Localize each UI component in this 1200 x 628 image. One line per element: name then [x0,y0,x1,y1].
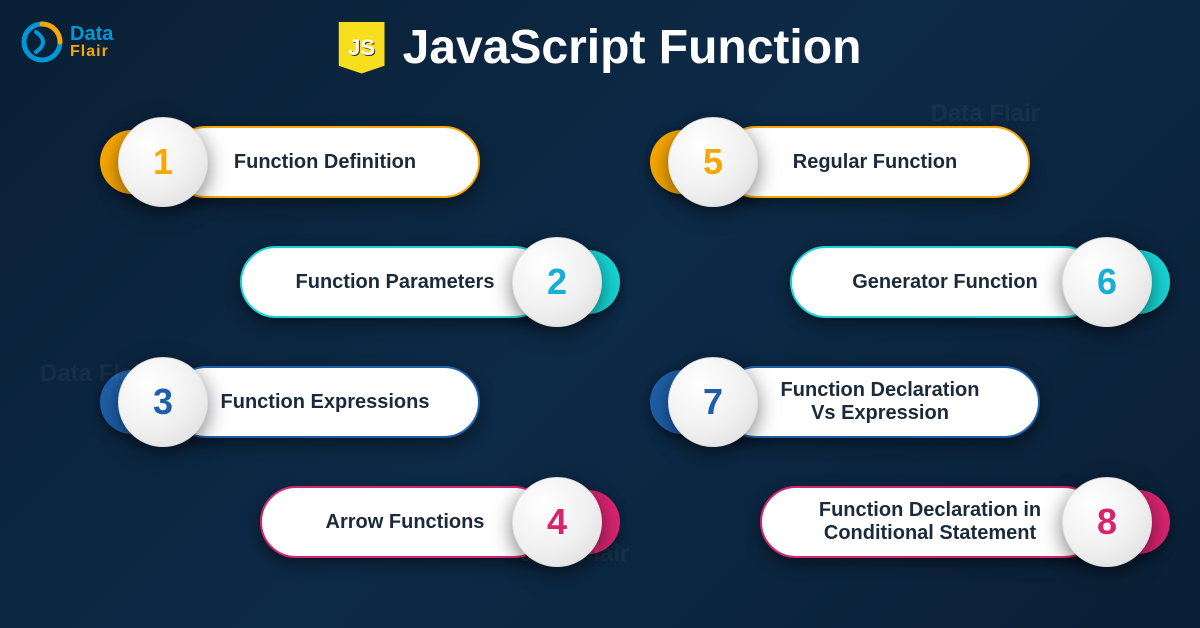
pill-front: Function DeclarationVs Expression [720,366,1040,438]
brand-name-bottom: Flair [70,44,113,60]
item-number: 8 [1097,501,1117,543]
number-circle: 4 [512,477,602,567]
brand-logo-mark [20,20,64,64]
item-label: Function Definition [214,151,436,174]
item-number: 4 [547,501,567,543]
list-item: Arrow Functions 4 [140,480,660,564]
number-circle: 1 [118,117,208,207]
pill-front: Regular Function [720,126,1030,198]
list-item: Function Parameters 2 [140,240,660,324]
item-label: Arrow Functions [306,511,505,534]
item-number: 3 [153,381,173,423]
list-item: Function DeclarationVs Expression 7 [610,360,1130,444]
js-icon: JS [339,22,385,74]
item-number: 6 [1097,261,1117,303]
page-title: JavaScript Function [403,20,862,75]
item-number: 7 [703,381,723,423]
item-label: Function Expressions [201,391,450,414]
list-item: Function Declaration inConditional State… [690,480,1200,564]
items-grid: Function Definition 1 Function Parameters 2… [0,120,1200,620]
brand-name-top: Data [70,24,113,44]
pill-front: Function Definition [170,126,480,198]
number-circle: 5 [668,117,758,207]
item-label: Generator Function [832,271,1058,294]
item-label: Regular Function [773,151,977,174]
list-item: Regular Function 5 [610,120,1130,204]
number-circle: 7 [668,357,758,447]
page-header: JS JavaScript Function [339,20,862,75]
pill-front: Function Expressions [170,366,480,438]
number-circle: 8 [1062,477,1152,567]
number-circle: 6 [1062,237,1152,327]
js-icon-label: JS [348,35,375,61]
pill-front: Arrow Functions [260,486,550,558]
item-number: 2 [547,261,567,303]
brand-logo-text: Data Flair [70,24,113,60]
list-item: Generator Function 6 [690,240,1200,324]
item-number: 5 [703,141,723,183]
item-label: Function Parameters [276,271,515,294]
list-item: Function Expressions 3 [60,360,580,444]
number-circle: 3 [118,357,208,447]
number-circle: 2 [512,237,602,327]
item-label: Function Declaration inConditional State… [799,499,1061,545]
item-number: 1 [153,141,173,183]
pill-front: Function Declaration inConditional State… [760,486,1100,558]
pill-front: Generator Function [790,246,1100,318]
item-label: Function DeclarationVs Expression [761,379,1000,425]
pill-front: Function Parameters [240,246,550,318]
brand-logo: Data Flair [20,20,113,64]
list-item: Function Definition 1 [60,120,580,204]
